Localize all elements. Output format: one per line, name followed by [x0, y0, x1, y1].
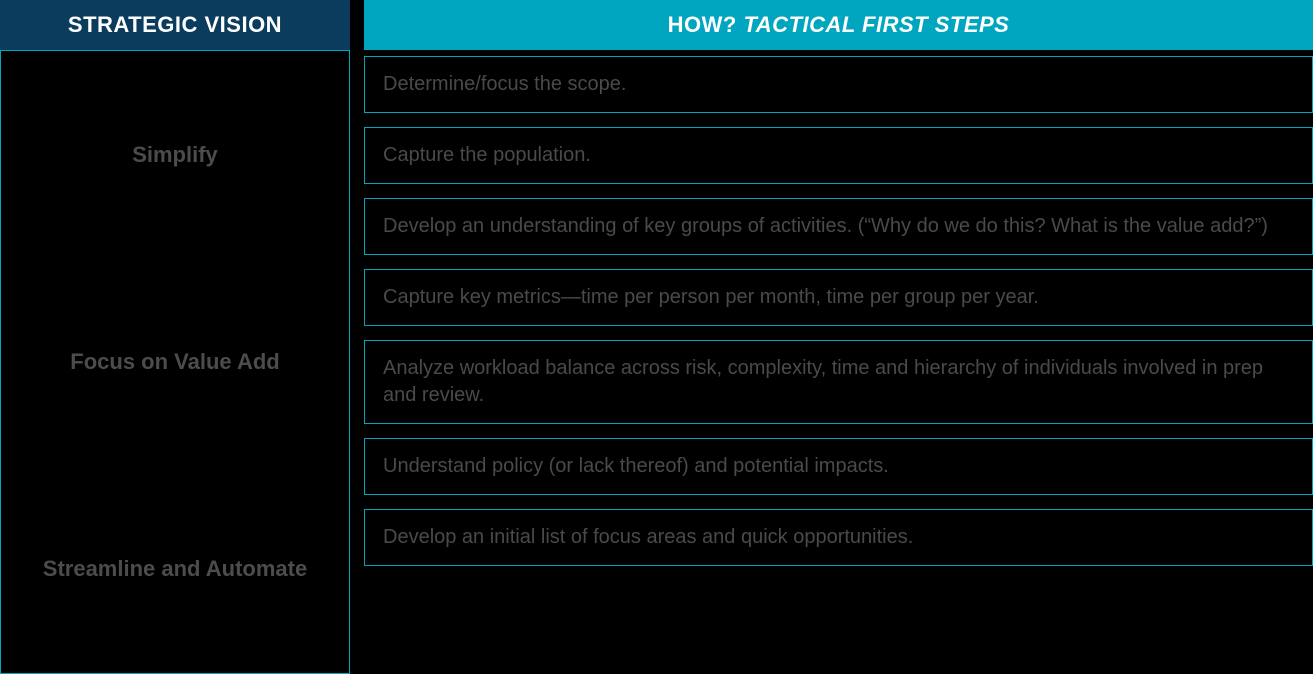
layout-wrap: STRATEGIC VISION Simplify Focus on Value… [0, 0, 1313, 674]
vision-item-streamline: Streamline and Automate [1, 546, 349, 592]
vision-item-simplify: Simplify [1, 132, 349, 178]
strategic-vision-header: STRATEGIC VISION [0, 0, 350, 50]
step-workload: Analyze workload balance across risk, co… [364, 340, 1313, 424]
left-column: STRATEGIC VISION Simplify Focus on Value… [0, 0, 350, 674]
tactical-steps-header: HOW? TACTICAL FIRST STEPS [364, 0, 1313, 50]
step-population: Capture the population. [364, 127, 1313, 184]
step-key-groups: Develop an understanding of key groups o… [364, 198, 1313, 255]
right-column: HOW? TACTICAL FIRST STEPS Determine/focu… [364, 0, 1313, 674]
header-how: HOW? [668, 12, 744, 37]
step-scope: Determine/focus the scope. [364, 56, 1313, 113]
strategic-vision-body: Simplify Focus on Value Add Streamline a… [0, 50, 350, 674]
step-focus-areas: Develop an initial list of focus areas a… [364, 509, 1313, 566]
step-policy: Understand policy (or lack thereof) and … [364, 438, 1313, 495]
step-metrics: Capture key metrics—time per person per … [364, 269, 1313, 326]
vision-item-value-add: Focus on Value Add [1, 339, 349, 385]
header-tactical: TACTICAL FIRST STEPS [743, 12, 1009, 37]
tactical-steps-body: Determine/focus the scope. Capture the p… [364, 50, 1313, 674]
